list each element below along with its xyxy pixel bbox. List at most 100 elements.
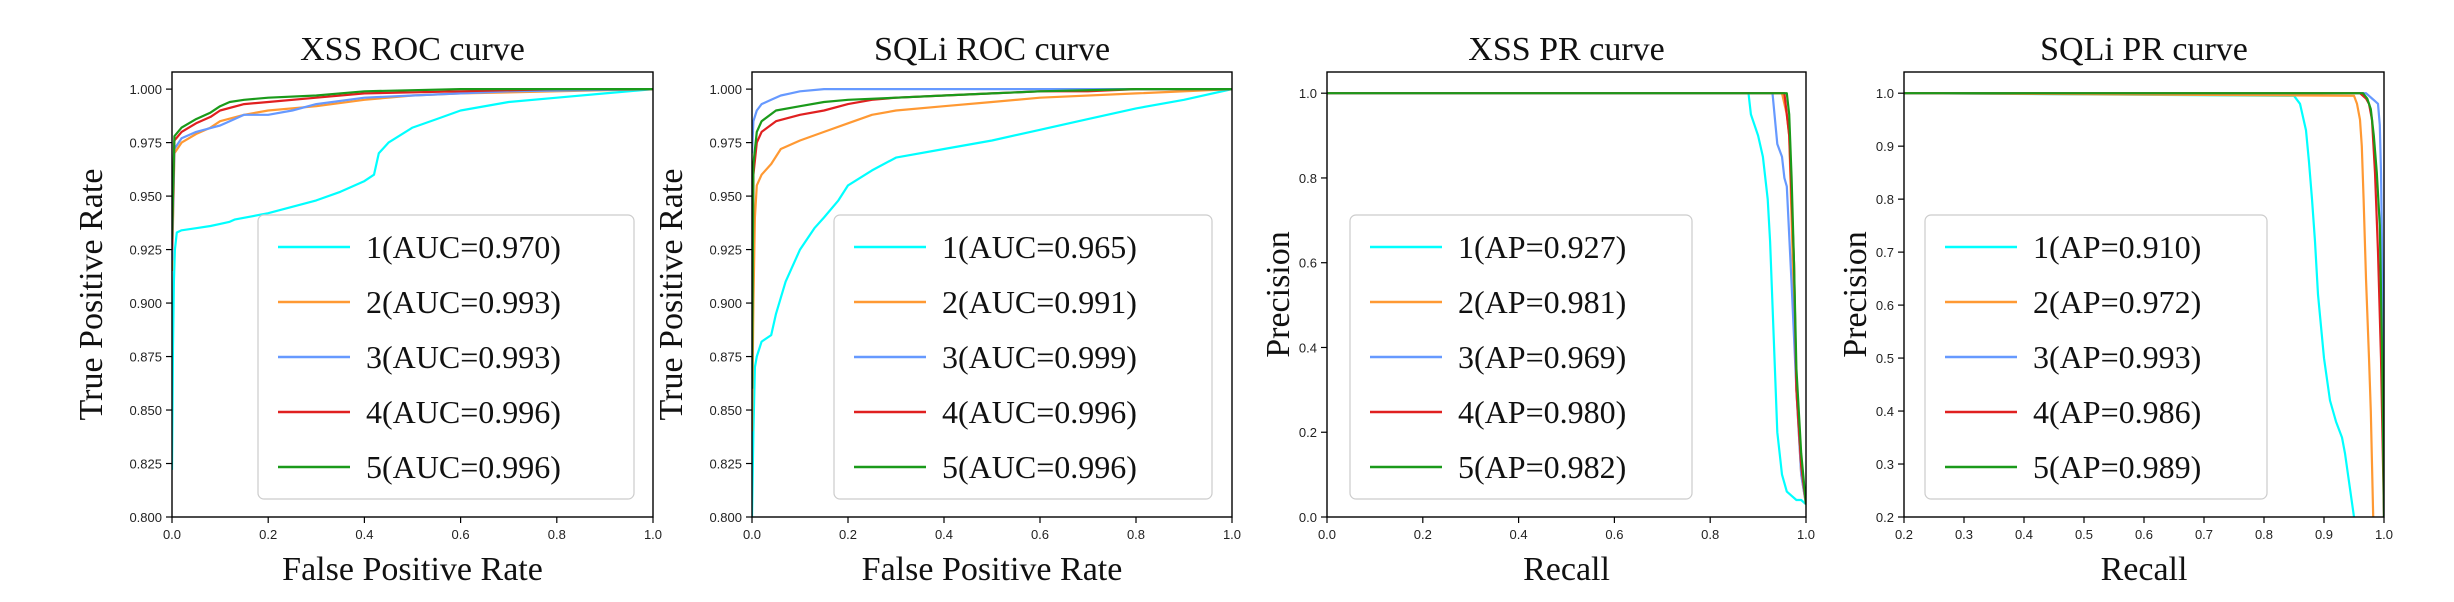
y-tick-label: 0.850 <box>129 403 162 418</box>
y-tick-label: 0.825 <box>709 457 742 472</box>
x-tick-label: 1.0 <box>2375 527 2393 542</box>
y-axis-label: True Positive Rate <box>73 169 110 421</box>
series-line-2 <box>752 88 1232 432</box>
chart-panel-1: 0.0 0.2 0.4 0.6 0.8 1.0 0.800 0.825 0.850 0.875 0.… <box>73 31 662 588</box>
x-tick-label: 0.4 <box>355 527 373 542</box>
y-tick-label: 0.2 <box>1299 425 1317 440</box>
legend-entry: 5(AP=0.989) <box>2033 449 2201 485</box>
series-line-3 <box>172 88 653 261</box>
legend-entry: 3(AUC=0.993) <box>366 339 561 375</box>
x-tick-label: 0.6 <box>452 527 470 542</box>
legend-entry: 4(AUC=0.996) <box>366 394 561 430</box>
legend: 1(AP=0.927) 2(AP=0.981) 3(AP=0.969) 4(AP=0.… <box>1349 214 1693 500</box>
x-tick-label: 0.8 <box>2255 527 2273 542</box>
y-tick-label: 0.825 <box>129 457 162 472</box>
y-tick-label: 0.800 <box>709 510 742 525</box>
y-tick-label: 0.900 <box>709 296 742 311</box>
legend-box <box>257 214 635 500</box>
series-line-1 <box>1904 92 2356 517</box>
legend-entry: 3(AP=0.969) <box>1458 339 1626 375</box>
legend: 1(AUC=0.970) 2(AUC=0.993) 3(AUC=0.993) 4(AU… <box>257 214 635 500</box>
y-tick-label: 0.3 <box>1876 457 1894 472</box>
y-tick-label: 0.6 <box>1876 298 1894 313</box>
series-line-3 <box>1904 92 2384 517</box>
legend-entry: 1(AP=0.910) <box>2033 229 2201 265</box>
chart-title: XSS ROC curve <box>300 31 525 68</box>
y-tick-label: 0.7 <box>1876 245 1894 260</box>
y-tick-label: 0.2 <box>1876 510 1894 525</box>
x-tick-label: 0.2 <box>1414 527 1432 542</box>
chart-title: XSS PR curve <box>1468 31 1664 68</box>
y-axis-label: Precision <box>1260 231 1297 358</box>
chart-title: SQLi ROC curve <box>874 31 1110 68</box>
series-line-5 <box>1904 92 2384 517</box>
x-tick-label: 1.0 <box>644 527 662 542</box>
legend-entry: 5(AUC=0.996) <box>366 449 561 485</box>
y-tick-label: 0.975 <box>129 136 162 151</box>
legend-entry: 2(AP=0.981) <box>1458 284 1626 320</box>
legend-box <box>1924 214 2268 500</box>
x-tick-label: 0.6 <box>1605 527 1623 542</box>
x-tick-label: 0.4 <box>2015 527 2033 542</box>
legend-entry: 3(AP=0.993) <box>2033 339 2201 375</box>
y-tick-label: 0.4 <box>1876 404 1894 419</box>
x-tick-label: 0.2 <box>1895 527 1913 542</box>
x-axis-label: Recall <box>1523 551 1610 588</box>
y-tick-label: 0.8 <box>1876 192 1894 207</box>
legend-entry: 4(AP=0.980) <box>1458 394 1626 430</box>
legend-entry: 1(AP=0.927) <box>1458 229 1626 265</box>
legend: 1(AP=0.910) 2(AP=0.972) 3(AP=0.993) 4(AP=0.… <box>1924 214 2268 500</box>
x-axis-label: False Positive Rate <box>862 551 1123 588</box>
series-line-4 <box>172 87 653 250</box>
y-tick-label: 0.5 <box>1876 351 1894 366</box>
y-tick-label: 0.800 <box>129 510 162 525</box>
series-line-5 <box>1327 92 1806 505</box>
axes-frame <box>1326 71 1807 518</box>
y-axis-label: True Positive Rate <box>653 169 690 421</box>
y-tick-label: 0.950 <box>129 189 162 204</box>
y-tick-label: 1.000 <box>709 82 742 97</box>
chart-panel-4: 0.2 0.3 0.4 0.5 0.6 0.7 0.8 0.9 1.0 0.2 0.3 0.4 0.5 0… <box>1837 31 2393 588</box>
series-line-1 <box>1327 92 1806 506</box>
x-axis-label: Recall <box>2101 551 2188 588</box>
x-tick-label: 0.0 <box>1318 527 1336 542</box>
x-tick-label: 1.0 <box>1797 527 1815 542</box>
legend-box <box>1349 214 1693 500</box>
x-tick-label: 0.5 <box>2075 527 2093 542</box>
x-tick-label: 0.6 <box>1031 527 1049 542</box>
legend-entry: 1(AUC=0.970) <box>366 229 561 265</box>
legend-entry: 2(AP=0.972) <box>2033 284 2201 320</box>
x-tick-label: 0.4 <box>1510 527 1528 542</box>
y-tick-label: 0.6 <box>1299 256 1317 271</box>
series-group <box>1327 92 1806 506</box>
x-tick-label: 0.2 <box>839 527 857 542</box>
x-tick-label: 0.0 <box>743 527 761 542</box>
legend-box <box>833 214 1213 500</box>
legend: 1(AUC=0.965) 2(AUC=0.991) 3(AUC=0.999) 4(AU… <box>833 214 1213 500</box>
legend-entry: 1(AUC=0.965) <box>942 229 1137 265</box>
x-tick-label: 0.7 <box>2195 527 2213 542</box>
series-group <box>172 87 653 470</box>
legend-entry: 3(AUC=0.999) <box>942 339 1137 375</box>
legend-entry: 5(AP=0.982) <box>1458 449 1626 485</box>
y-tick-label: 0.850 <box>709 403 742 418</box>
x-tick-label: 0.9 <box>2315 527 2333 542</box>
y-axis-label: Precision <box>1837 231 1874 358</box>
y-tick-label: 0.925 <box>129 243 162 258</box>
x-tick-label: 0.8 <box>1127 527 1145 542</box>
x-tick-label: 0.4 <box>935 527 953 542</box>
series-line-5 <box>752 87 1232 389</box>
chart-panel-2: 0.0 0.2 0.4 0.6 0.8 1.0 0.800 0.825 0.850 0.875 0.… <box>653 31 1241 588</box>
series-line-3 <box>752 87 1232 154</box>
y-tick-label: 0.4 <box>1299 340 1317 355</box>
series-line-1 <box>172 88 653 470</box>
y-tick-label: 0.900 <box>129 296 162 311</box>
series-line-1 <box>752 88 1232 517</box>
x-tick-label: 0.3 <box>1955 527 1973 542</box>
y-tick-label: 0.9 <box>1876 139 1894 154</box>
legend-entry: 2(AUC=0.993) <box>366 284 561 320</box>
series-line-5 <box>172 87 653 239</box>
x-tick-label: 1.0 <box>1223 527 1241 542</box>
series-line-2 <box>1904 92 2375 517</box>
